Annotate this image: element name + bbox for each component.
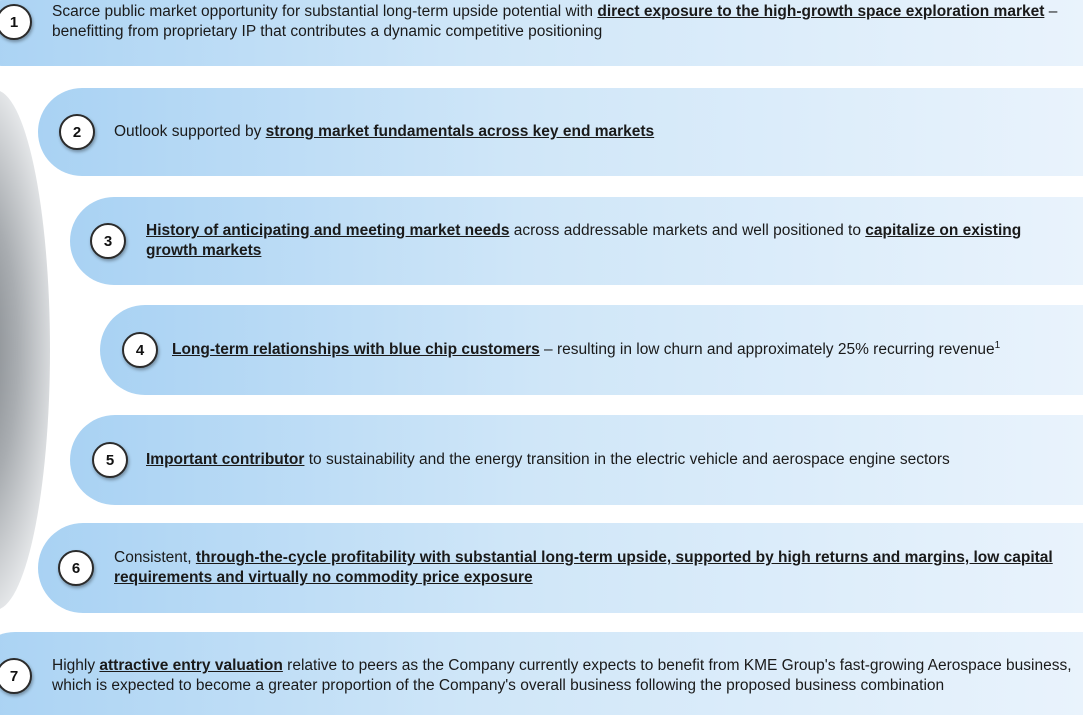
text-segment: 1 xyxy=(995,340,1001,351)
item-text: Outlook supported by strong market funda… xyxy=(114,122,1075,142)
slide: 1 Scarce public market opportunity for su… xyxy=(0,0,1083,715)
text-segment: to sustainability and the energy transit… xyxy=(304,451,949,468)
text-segment: Scarce public market opportunity for sub… xyxy=(52,3,597,20)
highlight-text: through-the-cycle profitability with sub… xyxy=(114,549,1053,586)
text-segment: – resulting in low churn and approximate… xyxy=(540,341,995,358)
item-text: History of anticipating and meeting mark… xyxy=(146,221,1075,261)
highlight-text: Important contributor xyxy=(146,451,304,468)
item-number: 2 xyxy=(59,114,95,150)
text-segment: Highly xyxy=(52,657,99,674)
item-text: Important contributor to sustainability … xyxy=(146,450,1075,470)
text-segment: Consistent, xyxy=(114,549,196,566)
item-text: Consistent, through-the-cycle profitabil… xyxy=(114,548,1075,588)
highlight-text: strong market fundamentals across key en… xyxy=(266,123,655,140)
highlight-text: direct exposure to the high-growth space… xyxy=(597,3,1044,20)
item-number: 6 xyxy=(58,550,94,586)
item-number: 4 xyxy=(122,332,158,368)
highlight-text: Long-term relationships with blue chip c… xyxy=(172,341,540,358)
highlight-text: attractive entry valuation xyxy=(99,657,282,674)
text-segment: across addressable markets and well posi… xyxy=(509,222,865,239)
background-photo xyxy=(0,90,50,610)
text-segment: Outlook supported by xyxy=(114,123,266,140)
item-number: 5 xyxy=(92,442,128,478)
item-number: 3 xyxy=(90,223,126,259)
item-text: Scarce public market opportunity for sub… xyxy=(52,2,1075,42)
item-text: Highly attractive entry valuation relati… xyxy=(52,656,1075,696)
item-text: Long-term relationships with blue chip c… xyxy=(172,340,1075,360)
highlight-text: History of anticipating and meeting mark… xyxy=(146,222,509,239)
